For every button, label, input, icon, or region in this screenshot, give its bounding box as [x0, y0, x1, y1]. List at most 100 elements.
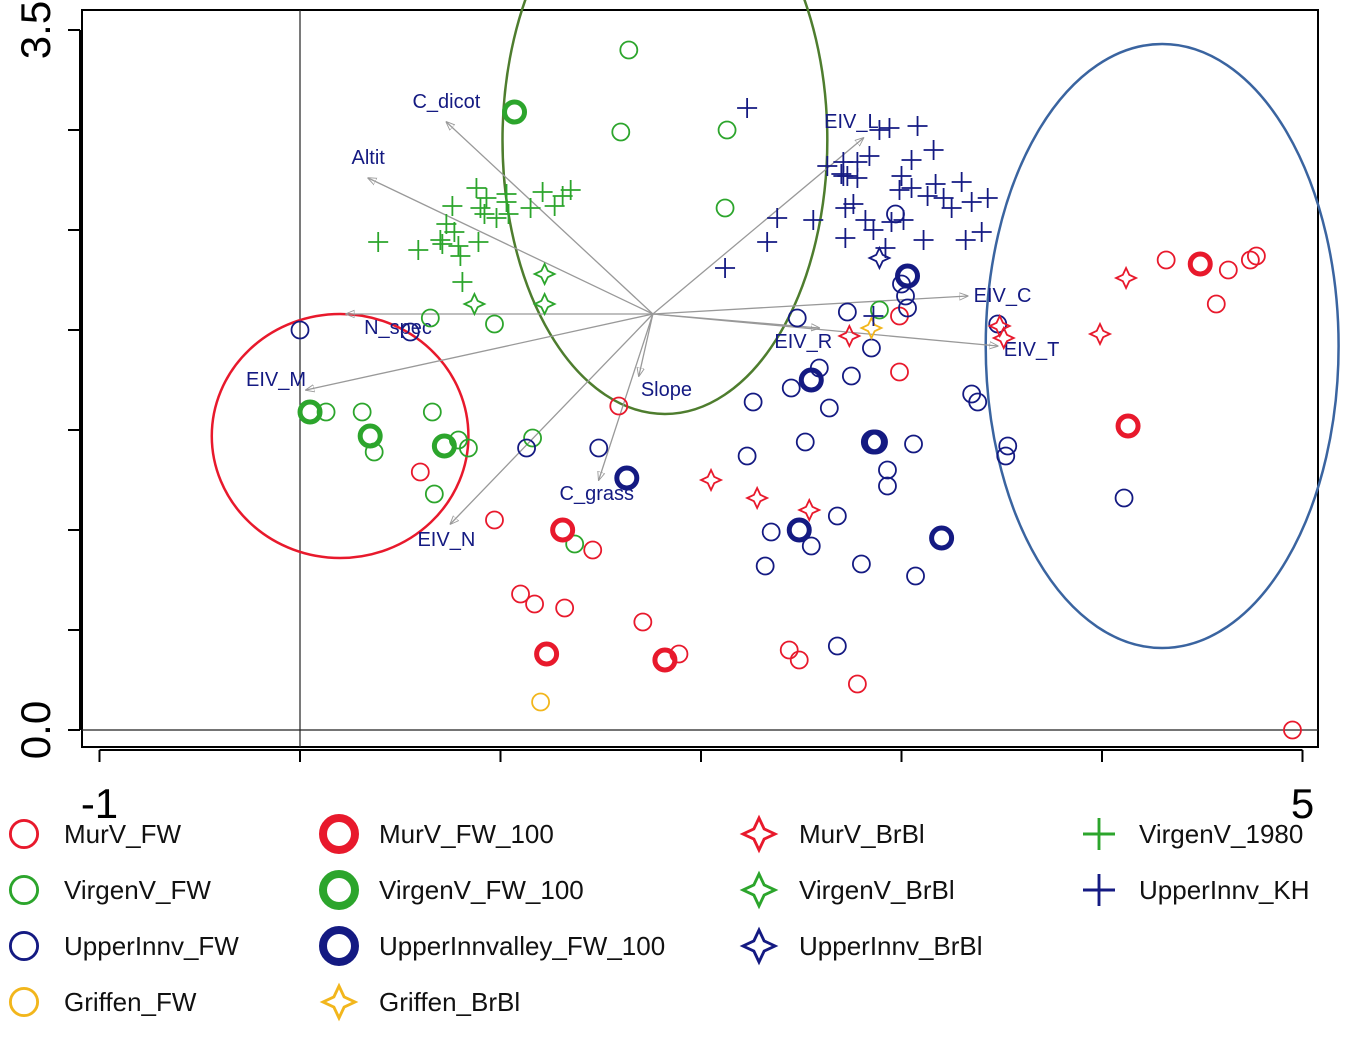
- data-point: [498, 204, 519, 224]
- data-point: [863, 306, 884, 326]
- data-point: [485, 510, 504, 530]
- legend-item: VirgenV_BrBl: [735, 870, 955, 910]
- arrow-label: EIV_C: [974, 285, 1032, 307]
- data-point: [1114, 488, 1134, 508]
- data-point: [523, 428, 542, 448]
- legend-label: VirgenV_BrBl: [799, 874, 955, 905]
- arrow-eiv-t: [652, 313, 998, 346]
- data-point: [862, 338, 881, 358]
- data-point: [879, 118, 900, 138]
- data-point: [757, 232, 778, 252]
- legend-item: MurV_FW_100: [315, 814, 554, 854]
- data-point: [835, 228, 856, 248]
- data-point: [297, 399, 323, 425]
- data-point: [459, 438, 478, 458]
- data-point: [859, 315, 884, 341]
- arrow-c-dicot: [446, 122, 654, 315]
- data-point: [789, 650, 809, 670]
- legend-symbol: [1083, 874, 1115, 906]
- legend-label: UpperInnvalley_FW_100: [379, 930, 666, 961]
- data-point: [466, 178, 487, 198]
- legend-label: MurV_FW: [64, 818, 181, 849]
- ordination-chart: C_dicot Altit N_spec EIV_M EIV_N C_grass Slope…: [12, 0, 1340, 827]
- sample-points: [290, 40, 1302, 740]
- arrow-eiv-m: [306, 313, 654, 390]
- data-point: [422, 402, 442, 422]
- data-point: [352, 402, 372, 422]
- data-point: [525, 594, 544, 614]
- data-point: [450, 246, 471, 266]
- arrow-label: N_spec: [364, 317, 432, 339]
- data-point: [847, 674, 867, 694]
- data-point: [977, 188, 998, 208]
- legend-label: UpperInnv_BrBl: [799, 930, 983, 961]
- legend-label: MurV_BrBl: [799, 818, 925, 849]
- data-point: [907, 116, 928, 136]
- data-point: [968, 392, 988, 412]
- data-point: [797, 497, 822, 523]
- legend-symbol: [319, 982, 359, 1022]
- data-point: [462, 291, 487, 317]
- data-point: [486, 208, 507, 228]
- data-point: [761, 522, 781, 542]
- series-virgenv-fw: [316, 40, 889, 554]
- data-point: [893, 210, 914, 230]
- arrow-label: Altit: [351, 147, 385, 169]
- data-point: [837, 302, 857, 322]
- data-point: [803, 210, 824, 230]
- data-point: [819, 398, 839, 418]
- data-point: [745, 485, 770, 511]
- arrow-eiv-c: [652, 296, 968, 315]
- legend-symbol: [319, 814, 359, 854]
- data-point: [400, 322, 420, 342]
- data-point: [408, 240, 429, 260]
- group-ellipse: [501, 0, 829, 416]
- legend-symbol: [319, 870, 359, 910]
- data-point: [863, 220, 884, 240]
- data-point: [619, 40, 639, 60]
- y-axis: 0.0 3.5: [12, 1, 81, 759]
- group-ellipse: [984, 42, 1340, 650]
- data-point: [841, 366, 861, 386]
- legend-label: VirgenV_1980: [1139, 818, 1304, 849]
- data-point: [737, 446, 757, 466]
- data-point: [544, 196, 565, 216]
- legend-item: MurV_BrBl: [735, 814, 925, 854]
- y-tick-label: 0.0: [12, 701, 59, 759]
- legend-symbol: [8, 986, 40, 1018]
- x-axis: -1 5: [81, 749, 1314, 827]
- data-point: [904, 434, 923, 454]
- data-point: [929, 525, 955, 551]
- data-point: [583, 540, 603, 560]
- data-point: [698, 467, 724, 493]
- data-point: [430, 230, 451, 250]
- arrow-altit: [368, 178, 654, 315]
- legend-symbol: [8, 930, 40, 962]
- data-point: [898, 298, 917, 318]
- env-arrows: C_dicot Altit N_spec EIV_M EIV_N C_grass Slope…: [246, 91, 1059, 551]
- data-point: [520, 198, 541, 218]
- data-point: [552, 186, 573, 206]
- legend-item: UpperInnv_FW: [0, 926, 239, 966]
- data-point: [452, 272, 473, 292]
- data-point: [925, 174, 946, 194]
- data-point: [531, 692, 550, 712]
- data-point: [781, 378, 801, 398]
- data-point: [951, 172, 972, 192]
- arrow-label: C_grass: [560, 483, 634, 505]
- data-point: [633, 612, 653, 632]
- legend-symbol: [739, 870, 779, 910]
- legend-label: Griffen_FW: [64, 986, 197, 1017]
- legend-symbol: [8, 874, 40, 906]
- data-point: [875, 238, 896, 258]
- data-point: [878, 476, 897, 496]
- data-point: [895, 263, 921, 289]
- series-virgenv-1980: [368, 178, 581, 292]
- data-point: [1246, 246, 1266, 266]
- data-point: [890, 362, 909, 382]
- legend-label: VirgenV_FW_100: [379, 874, 584, 905]
- data-point: [786, 517, 812, 543]
- data-point: [933, 188, 954, 208]
- data-point: [1113, 265, 1139, 291]
- data-point: [923, 140, 944, 160]
